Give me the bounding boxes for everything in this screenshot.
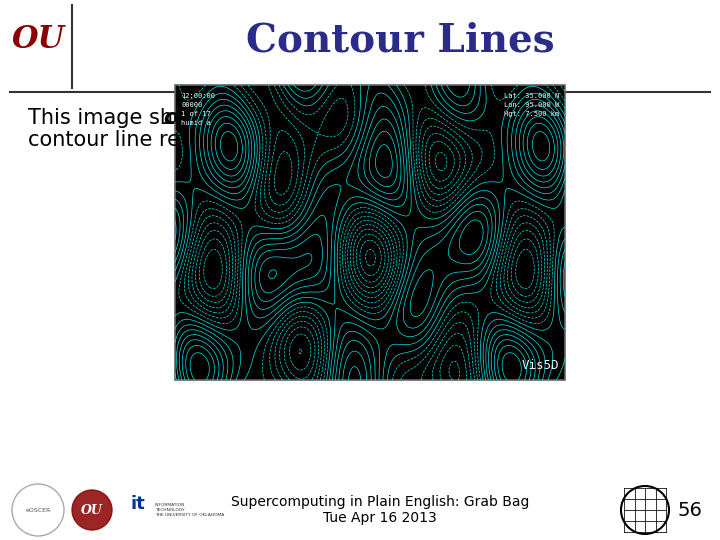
Text: it: it [130,495,145,513]
Text: Supercomputing in Plain English: Grab Bag: Supercomputing in Plain English: Grab Ba… [231,495,529,509]
Text: 1 of 17: 1 of 17 [181,111,211,117]
Bar [175,85,565,380]
Text: Lon: 95.000 W: Lon: 95.000 W [504,102,559,108]
Text: Contour Lines: Contour Lines [246,21,554,59]
Text: This image shows: This image shows [28,108,220,128]
Circle shape [72,490,112,530]
Text: contour line represents a single humidity value.: contour line represents a single humidit… [28,130,527,150]
Text: of relative humidity.  Each: of relative humidity. Each [258,108,536,128]
Text: INFORMATION
TECHNOLOGY
THE UNIVERSITY OF OKLAHOMA: INFORMATION TECHNOLOGY THE UNIVERSITY OF… [155,503,224,517]
Text: Lat: 35.000 N: Lat: 35.000 N [504,93,559,99]
Text: 00000: 00000 [181,102,202,108]
Text: eOSCER: eOSCER [25,508,50,512]
Text: 12:00:00: 12:00:00 [181,93,215,99]
Text: humid a: humid a [181,120,211,126]
Text: contour lines: contour lines [164,108,318,128]
Text: OU: OU [12,24,65,56]
Text: 56: 56 [678,501,703,519]
Text: Vis5D: Vis5D [521,359,559,372]
Text: OU: OU [81,503,103,516]
Text: Hgt: 7.500 km: Hgt: 7.500 km [504,111,559,117]
Text: Tue Apr 16 2013: Tue Apr 16 2013 [323,511,437,525]
